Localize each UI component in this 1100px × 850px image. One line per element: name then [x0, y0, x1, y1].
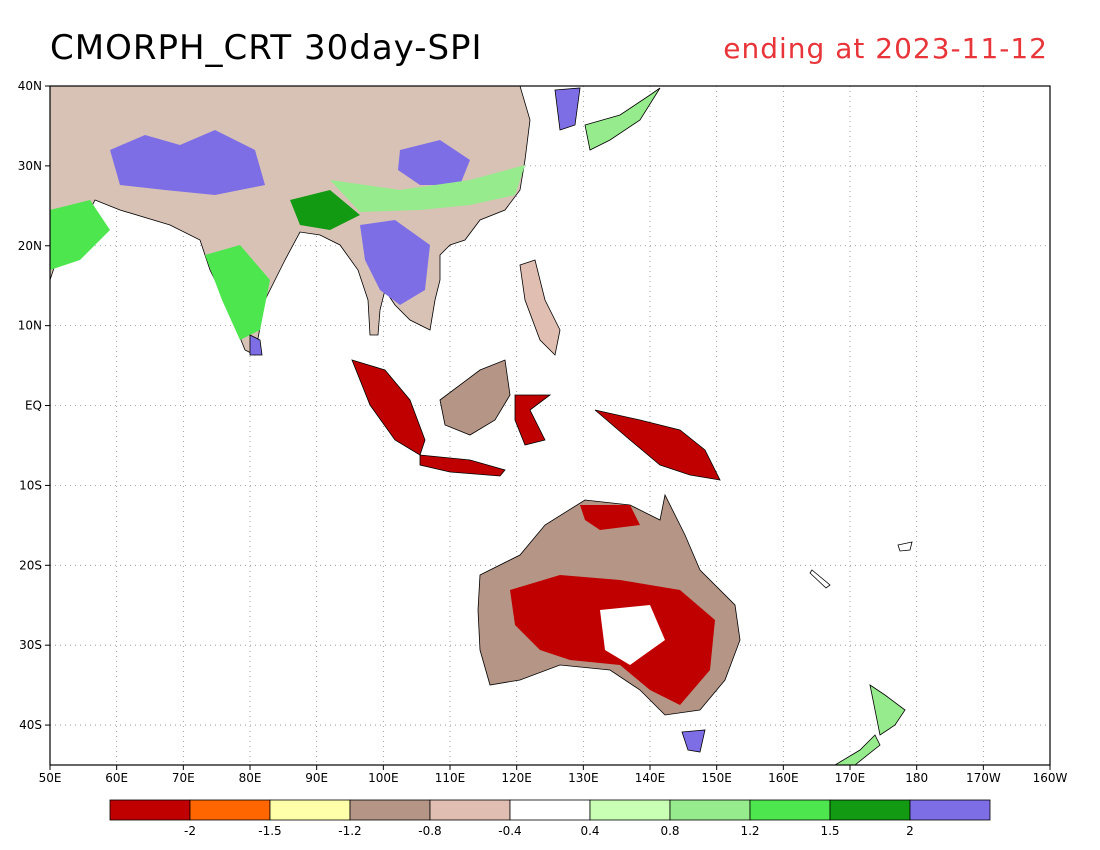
tasmania-landmass	[681, 729, 706, 753]
x-tick-label: 80E	[239, 771, 262, 785]
australia-dry-north	[580, 505, 640, 530]
new-zealand-south	[833, 734, 881, 766]
y-tick-label: 30N	[18, 159, 42, 173]
sri-lanka	[249, 334, 263, 356]
legend-label: 1.5	[820, 824, 839, 838]
wet-patch-himalaya	[290, 190, 360, 230]
y-tick-label: 40S	[19, 718, 42, 732]
x-tick-label: 170W	[966, 771, 1001, 785]
legend-swatch	[429, 799, 511, 821]
x-tick-label: 130E	[568, 771, 599, 785]
x-tick-label: 160W	[1033, 771, 1068, 785]
x-tick-label: 120E	[501, 771, 532, 785]
wet-patch-indochina	[360, 220, 430, 305]
legend-label: -1.5	[258, 824, 281, 838]
philippines-landmass	[519, 259, 561, 356]
japan-landmass	[584, 87, 661, 151]
wet-patch-india-green	[205, 245, 270, 340]
y-tick-label: 20S	[19, 558, 42, 572]
latitude-ticks: 40N 30N 20N 10N EQ 10S 20S 30S 40S	[18, 79, 50, 732]
map-title: CMORPH_CRT 30day-SPI	[50, 28, 483, 68]
legend-swatch	[349, 799, 431, 821]
y-tick-label: 10S	[19, 478, 42, 492]
new-caledonia	[809, 569, 831, 589]
legend-swatch	[909, 799, 991, 821]
legend-label: 0.8	[660, 824, 679, 838]
y-tick-label: 40N	[18, 79, 42, 93]
x-tick-label: 90E	[305, 771, 328, 785]
wet-patch-arabia	[50, 200, 110, 270]
legend-label: -2	[184, 824, 196, 838]
longitude-ticks: 50E 60E 70E 80E 90E 100E 110E 120E 130E 140E 150E 1…	[39, 765, 1068, 785]
legend-swatch	[829, 799, 911, 821]
sulawesi-landmass	[514, 394, 552, 446]
wet-patch-china	[398, 140, 470, 185]
wet-patch-tibet	[110, 130, 265, 195]
y-tick-label: 20N	[18, 239, 42, 253]
legend-swatch	[109, 799, 191, 821]
asia-landmass	[49, 85, 531, 356]
legend-swatch	[189, 799, 271, 821]
legend-swatch	[269, 799, 351, 821]
legend-label: 2	[906, 824, 914, 838]
x-tick-label: 170E	[835, 771, 866, 785]
sumatra-landmass	[351, 359, 426, 456]
legend-label: 1.2	[740, 824, 759, 838]
x-tick-label: 150E	[701, 771, 732, 785]
legend-label: -0.4	[498, 824, 521, 838]
legend-label: -0.8	[418, 824, 441, 838]
legend-label: -1.2	[338, 824, 361, 838]
legend-swatch	[669, 799, 751, 821]
australia-white-patch	[600, 605, 665, 665]
java-landmass	[419, 454, 506, 477]
y-tick-label: 30S	[19, 638, 42, 652]
map-frame	[49, 85, 1051, 766]
x-tick-label: 60E	[105, 771, 128, 785]
legend-swatch	[589, 799, 671, 821]
x-tick-label: 140E	[635, 771, 666, 785]
map-date-subtitle: ending at 2023-11-12	[723, 32, 1048, 65]
x-tick-label: 110E	[435, 771, 466, 785]
korea-landmass	[554, 87, 581, 131]
land-layer	[49, 85, 913, 766]
color-legend: -2 -1.5 -1.2 -0.8 -0.4 0.4 0.8 1.2 1.5 2	[109, 799, 991, 838]
x-tick-label: 100E	[368, 771, 399, 785]
fiji	[897, 541, 913, 552]
x-tick-label: 180	[905, 771, 928, 785]
legend-label: 0.4	[580, 824, 599, 838]
new-guinea-landmass	[594, 409, 721, 481]
legend-swatch	[509, 799, 591, 821]
wet-patch-east-china	[330, 165, 525, 212]
y-tick-label: EQ	[25, 399, 42, 413]
y-tick-label: 10N	[18, 319, 42, 333]
borneo-landmass	[439, 359, 511, 436]
legend-swatch	[749, 799, 831, 821]
x-tick-label: 160E	[768, 771, 799, 785]
new-zealand-north	[869, 684, 906, 736]
x-tick-label: 70E	[172, 771, 195, 785]
x-tick-label: 50E	[39, 771, 62, 785]
